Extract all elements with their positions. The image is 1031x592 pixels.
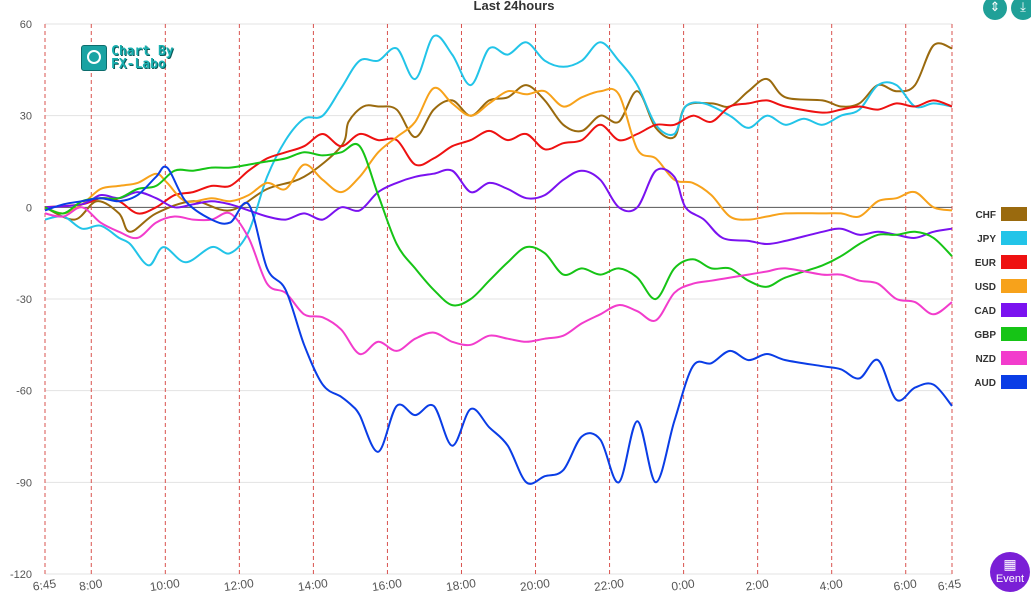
legend-item-aud[interactable]: AUD xyxy=(974,375,1027,389)
download-icon: ⤓ xyxy=(1020,0,1026,14)
legend-swatch xyxy=(1001,279,1027,293)
x-tick-label: 22:00 xyxy=(593,576,625,592)
legend-label: GBP xyxy=(974,330,996,341)
legend-item-nzd[interactable]: NZD xyxy=(975,351,1027,365)
x-tick-label: 10:00 xyxy=(149,576,181,592)
series-line-usd xyxy=(44,86,953,221)
series-line-gbp xyxy=(44,142,953,307)
x-tick-label: 8:00 xyxy=(78,576,103,592)
y-tick-label: -90 xyxy=(16,477,32,489)
legend-swatch xyxy=(1001,303,1027,317)
legend-label: JPY xyxy=(977,234,996,245)
grid xyxy=(44,23,953,575)
y-tick-label: 60 xyxy=(20,19,32,31)
y-tick-label: 0 xyxy=(26,202,32,214)
legend-label: CAD xyxy=(974,306,996,317)
logo: Chart By FX-Labo xyxy=(81,45,174,71)
expand-icon: ⇕ xyxy=(989,0,1001,14)
x-axis: 6:45 8:00 10:00 12:00 14:00 16:00 18:00 20:00 22… xyxy=(32,576,962,592)
chart-title: Last 24hours xyxy=(474,0,555,13)
x-tick-label: 0:00 xyxy=(671,576,696,592)
x-tick-label: 6:45 xyxy=(32,576,57,592)
series-line-chf xyxy=(44,42,953,233)
x-tick-label: 14:00 xyxy=(297,576,329,592)
legend-swatch xyxy=(1001,351,1027,365)
legend-label: AUD xyxy=(974,378,996,389)
calendar-icon: ▦ xyxy=(1003,556,1017,572)
legend-label: NZD xyxy=(975,354,996,365)
y-tick-label: 30 xyxy=(20,111,32,123)
x-tick-label: 4:00 xyxy=(819,576,844,592)
x-tick-label: 20:00 xyxy=(519,576,551,592)
series-lines xyxy=(44,34,953,485)
legend-label: CHF xyxy=(975,210,996,221)
legend-item-chf[interactable]: CHF xyxy=(975,207,1027,221)
legend[interactable]: CHF JPY EUR USD CAD GBP NZD AUD xyxy=(974,207,1027,389)
series-line-nzd xyxy=(44,206,953,356)
x-tick-label: 6:00 xyxy=(893,576,918,592)
legend-item-gbp[interactable]: GBP xyxy=(974,327,1027,341)
logo-line-1: Chart By xyxy=(111,44,174,59)
legend-swatch xyxy=(1001,375,1027,389)
legend-item-cad[interactable]: CAD xyxy=(974,303,1027,317)
y-tick-label: -120 xyxy=(10,569,32,581)
legend-swatch xyxy=(1001,327,1027,341)
series-line-eur xyxy=(44,99,953,215)
series-line-cad xyxy=(44,167,953,245)
legend-item-usd[interactable]: USD xyxy=(975,279,1027,293)
series-line-aud xyxy=(44,165,953,485)
x-tick-label: 18:00 xyxy=(445,576,477,592)
x-tick-label: 16:00 xyxy=(371,576,403,592)
magnifier-logo-icon xyxy=(81,45,107,71)
legend-swatch xyxy=(1001,255,1027,269)
y-axis: 60 30 0 -30 -60 -90 -120 xyxy=(10,19,32,581)
x-tick-label: 6:45 xyxy=(937,576,962,592)
download-button[interactable]: ⤓ xyxy=(1011,0,1031,20)
legend-swatch xyxy=(1001,231,1027,245)
series-line-jpy xyxy=(44,34,953,267)
event-button[interactable]: ▦ Event xyxy=(990,552,1030,592)
y-tick-label: -30 xyxy=(16,294,32,306)
legend-label: USD xyxy=(975,282,996,293)
x-tick-label: 12:00 xyxy=(223,576,255,592)
legend-item-jpy[interactable]: JPY xyxy=(977,231,1027,245)
legend-swatch xyxy=(1001,207,1027,221)
legend-item-eur[interactable]: EUR xyxy=(975,255,1027,269)
legend-label: EUR xyxy=(975,258,997,269)
x-tick-label: 2:00 xyxy=(745,576,770,592)
logo-line-2: FX-Labo xyxy=(111,57,166,72)
y-tick-label: -60 xyxy=(16,386,32,398)
expand-button[interactable]: ⇕ xyxy=(983,0,1007,20)
event-label: Event xyxy=(995,573,1025,585)
